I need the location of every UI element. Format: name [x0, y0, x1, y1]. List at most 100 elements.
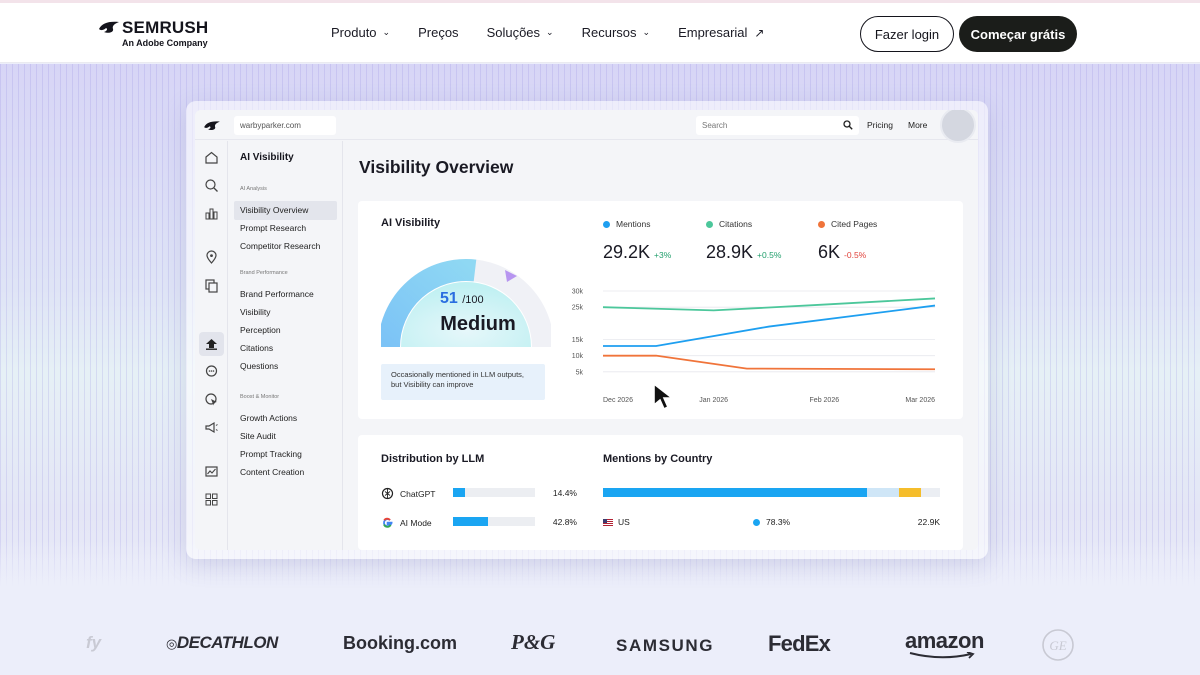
- sidebar-item-prompt-tracking[interactable]: Prompt Tracking: [240, 449, 302, 459]
- country-name: US: [618, 517, 630, 527]
- megaphone-icon[interactable]: [204, 420, 219, 435]
- legend-dot: [818, 220, 825, 228]
- active-item-highlight: [234, 201, 337, 220]
- country-bar-segment: [603, 488, 867, 497]
- country-pct: 78.3%: [766, 517, 791, 527]
- ai-visibility-icon[interactable]: [204, 336, 219, 351]
- search-placeholder: Search: [702, 121, 728, 130]
- sidebar-item-content-creation[interactable]: Content Creation: [240, 467, 305, 477]
- country-title: Mentions by Country: [603, 453, 713, 465]
- decathlon-swirl-icon: ◎: [166, 636, 177, 651]
- chat-bubble-icon[interactable]: [204, 364, 219, 379]
- partner-name: amazon: [905, 628, 984, 653]
- app-search-input[interactable]: Search: [696, 116, 859, 135]
- logo-tagline: An Adobe Company: [122, 38, 208, 48]
- logo-wordmark: SEMRUSH: [122, 18, 209, 37]
- menu-label: Produto: [331, 25, 377, 40]
- partner-name: DECATHLON: [176, 633, 278, 652]
- sidebar-item-visibility-overview[interactable]: Visibility Overview: [240, 205, 309, 215]
- section-heading: Brand Performance: [240, 270, 288, 276]
- card-title: AI Visibility: [381, 217, 441, 229]
- search-analysis-icon[interactable]: [204, 178, 219, 193]
- gauge-fill-arc: [381, 258, 477, 348]
- analytics-icon[interactable]: [204, 464, 219, 479]
- chevron-down-icon: ⌄: [546, 27, 554, 37]
- section-heading: Boost & Monitor: [240, 394, 280, 400]
- sidebar-item-competitor-research[interactable]: Competitor Research: [240, 241, 321, 251]
- sidebar-item-questions[interactable]: Questions: [240, 361, 279, 371]
- mouse-cursor-icon: [653, 382, 675, 411]
- chevron-down-icon: ⌄: [382, 27, 391, 37]
- start-free-button[interactable]: Começar grátis: [959, 16, 1077, 52]
- top-accent-line: [0, 0, 1200, 3]
- menu-empresarial[interactable]: Empresarial ↗: [678, 25, 764, 40]
- avatar[interactable]: [940, 110, 976, 143]
- llm-bar-fill: [453, 517, 489, 526]
- external-arrow-icon: ↗: [754, 25, 765, 40]
- side-menu-title: AI Visibility: [240, 152, 294, 163]
- series-line-citations: [602, 297, 936, 312]
- sidebar-item-perception[interactable]: Perception: [240, 325, 281, 335]
- partner-logo-samsung: SAMSUNG: [616, 636, 715, 655]
- legend-label: Mentions: [616, 219, 651, 229]
- pricing-link[interactable]: Pricing: [867, 120, 893, 130]
- llm-row-chatgpt: ChatGPT: [381, 487, 435, 500]
- sidebar-item-citations[interactable]: Citations: [240, 343, 274, 353]
- y-tick-label: 30k: [572, 289, 584, 296]
- semrush-logo[interactable]: SEMRUSH An Adobe Company: [98, 17, 218, 51]
- location-pin-icon[interactable]: [204, 250, 219, 265]
- sidebar-item-brand-performance[interactable]: Brand Performance: [240, 289, 314, 299]
- legend-dot: [603, 220, 610, 228]
- metric-cited-pages: 6K -0.5%: [818, 242, 866, 263]
- gauge-marker-icon: [505, 270, 517, 282]
- visibility-gauge: [381, 258, 551, 348]
- menu-recursos[interactable]: Recursos ⌄: [582, 25, 650, 40]
- y-tick-label: 10k: [572, 353, 584, 360]
- visibility-note: Occasionally mentioned in LLM outputs, b…: [381, 364, 545, 400]
- metric-value: 29.2K: [603, 242, 651, 262]
- hero-fade: [0, 540, 1200, 675]
- llm-bar-fill: [453, 488, 465, 497]
- visibility-level: Medium: [440, 313, 516, 335]
- login-button[interactable]: Fazer login: [860, 16, 954, 52]
- sidebar-item-site-audit[interactable]: Site Audit: [240, 431, 276, 441]
- llm-pct: 42.8%: [552, 517, 577, 527]
- apps-grid-icon[interactable]: [204, 492, 219, 507]
- chatgpt-icon: [381, 487, 394, 500]
- amazon-smile-icon: [909, 652, 975, 659]
- app-topbar: Search Pricing More: [195, 110, 978, 143]
- home-icon[interactable]: [204, 150, 219, 165]
- partner-name: GE: [1049, 638, 1066, 653]
- menu-precos[interactable]: Preços: [418, 25, 458, 40]
- legend-dot: [753, 518, 760, 526]
- sidebar-item-prompt-research[interactable]: Prompt Research: [240, 223, 307, 233]
- x-tick-label: Dec 2026: [603, 397, 633, 404]
- series-line-cited-pages: [603, 354, 936, 371]
- menu-produto[interactable]: Produto ⌄: [331, 25, 390, 40]
- country-bar-segment: [920, 488, 940, 497]
- partner-logo-fedex: FedEx: [768, 631, 831, 656]
- llm-pct: 14.4%: [552, 488, 577, 498]
- metric-value: 28.9K: [706, 242, 754, 262]
- llm-name: AI Mode: [400, 517, 432, 528]
- metric-delta: +3%: [654, 250, 672, 260]
- search-icon[interactable]: [843, 120, 853, 130]
- x-tick-label: Feb 2026: [810, 397, 840, 404]
- country-share: 78.3%: [753, 517, 790, 527]
- x-tick-label: Jan 2026: [699, 397, 728, 404]
- menu-solucoes[interactable]: Soluções ⌄: [487, 25, 554, 40]
- sidebar-item-visibility[interactable]: Visibility: [240, 307, 271, 317]
- domain-input[interactable]: [234, 116, 336, 135]
- partner-logo-fy: fy: [86, 633, 102, 652]
- page-title: Visibility Overview: [359, 157, 514, 177]
- more-link[interactable]: More: [908, 120, 928, 130]
- chevron-down-icon: ⌄: [642, 27, 651, 37]
- y-tick-label: 15k: [572, 337, 584, 344]
- bar-chart-icon[interactable]: [204, 206, 219, 221]
- sidebar-item-growth-actions[interactable]: Growth Actions: [240, 413, 298, 423]
- copy-pages-icon[interactable]: [204, 278, 219, 293]
- llm-row-ai-mode: AI Mode: [381, 516, 432, 529]
- target-cursor-icon[interactable]: [204, 392, 219, 407]
- country-count: 22.9K: [917, 517, 940, 527]
- icon-rail: [195, 141, 228, 550]
